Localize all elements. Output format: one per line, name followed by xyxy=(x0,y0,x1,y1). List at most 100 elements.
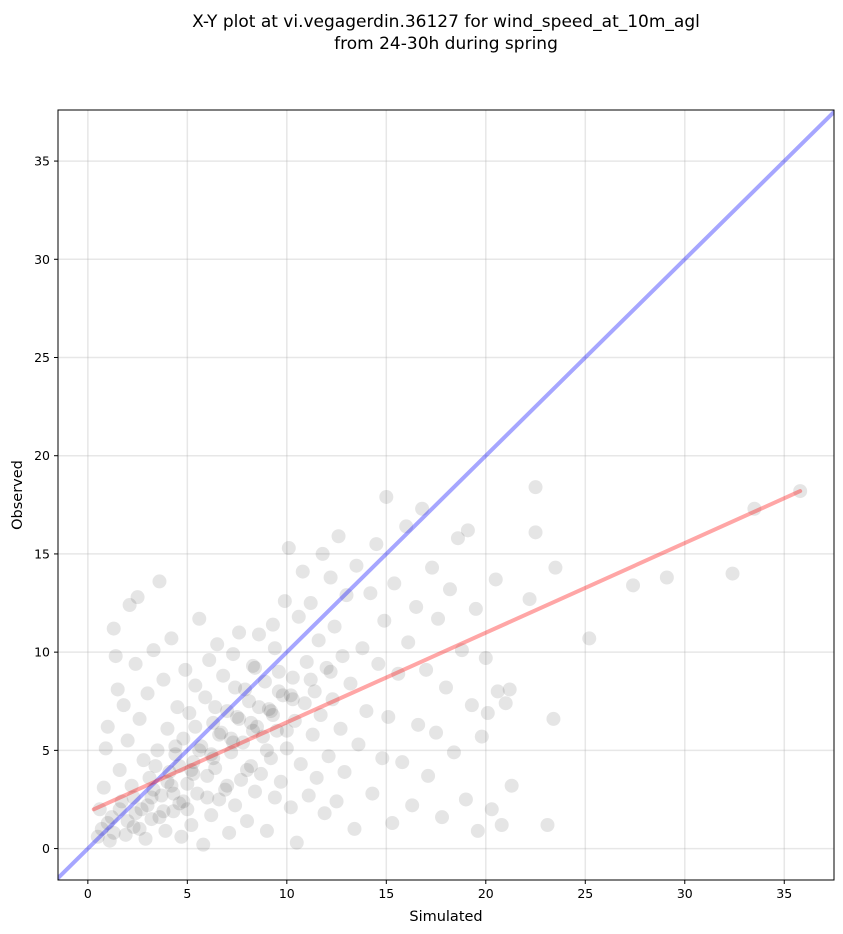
data-point xyxy=(106,825,121,840)
data-point xyxy=(232,711,247,726)
data-point xyxy=(182,706,197,721)
data-point xyxy=(110,682,125,697)
data-point xyxy=(220,778,235,793)
data-point xyxy=(122,598,137,612)
data-point xyxy=(218,782,233,797)
data-point xyxy=(116,698,131,713)
data-point xyxy=(307,684,322,699)
data-point xyxy=(265,617,280,632)
data-point xyxy=(405,798,420,813)
data-point xyxy=(255,729,270,744)
data-point xyxy=(363,586,378,601)
data-point xyxy=(484,802,499,817)
data-point xyxy=(134,802,149,817)
y-tick-label: 0 xyxy=(42,841,50,856)
data-point xyxy=(154,788,169,803)
data-point xyxy=(172,796,187,811)
fit-line xyxy=(91,489,803,812)
data-point xyxy=(164,631,179,646)
data-point xyxy=(265,708,280,722)
data-point xyxy=(200,790,215,805)
x-tick-label: 0 xyxy=(84,886,92,901)
data-point xyxy=(168,747,183,762)
data-point xyxy=(415,501,430,516)
chart-title-line-1: X-Y plot at vi.vegagerdin.36127 for wind… xyxy=(192,12,700,32)
data-point xyxy=(251,700,266,715)
data-point xyxy=(269,723,284,738)
data-point xyxy=(460,523,475,538)
data-point xyxy=(146,643,161,658)
data-point xyxy=(275,688,290,703)
data-point xyxy=(281,541,296,556)
data-point xyxy=(245,658,260,673)
data-point xyxy=(319,660,334,675)
data-point xyxy=(323,664,338,679)
data-point xyxy=(315,546,330,561)
data-point xyxy=(198,690,213,705)
data-point xyxy=(425,560,440,575)
data-point xyxy=(112,763,127,777)
data-point xyxy=(212,792,227,807)
data-point xyxy=(446,745,461,760)
data-point xyxy=(395,755,410,770)
data-point xyxy=(309,770,324,785)
data-point xyxy=(480,706,495,721)
data-point xyxy=(210,637,225,652)
data-point xyxy=(293,757,308,772)
data-point xyxy=(240,763,255,777)
data-point xyxy=(124,778,139,793)
data-point xyxy=(369,537,384,552)
data-point xyxy=(222,825,237,840)
data-point xyxy=(220,704,235,719)
data-point xyxy=(238,682,253,697)
data-point xyxy=(323,570,338,585)
chart-title-line-2: from 24-30h during spring xyxy=(334,34,558,54)
data-point xyxy=(582,631,597,646)
data-point xyxy=(313,708,328,722)
data-point xyxy=(387,576,402,591)
data-point xyxy=(140,686,155,701)
y-tick-label: 5 xyxy=(42,743,50,758)
data-point xyxy=(144,812,159,827)
data-point xyxy=(249,719,264,734)
x-tick-label: 10 xyxy=(279,886,295,901)
data-point xyxy=(234,772,249,787)
data-point xyxy=(297,696,312,711)
data-point xyxy=(100,816,115,831)
data-point xyxy=(458,792,473,807)
data-point xyxy=(285,670,300,685)
data-point xyxy=(245,723,260,738)
data-point xyxy=(202,653,217,667)
data-point xyxy=(305,727,320,742)
data-point xyxy=(435,810,450,825)
data-point xyxy=(166,786,181,801)
data-point xyxy=(391,666,406,681)
data-point xyxy=(206,751,221,766)
data-point xyxy=(112,802,127,817)
data-point xyxy=(176,731,191,746)
data-point xyxy=(379,489,394,504)
data-point xyxy=(251,627,266,642)
data-point xyxy=(279,741,294,756)
data-point xyxy=(224,731,239,746)
data-point xyxy=(347,821,362,836)
data-point xyxy=(259,823,274,838)
data-point xyxy=(375,751,390,766)
data-point xyxy=(279,723,294,738)
data-point xyxy=(439,680,453,695)
x-tick-label: 35 xyxy=(776,886,792,901)
data-point xyxy=(267,790,282,805)
data-point xyxy=(120,814,135,829)
data-point xyxy=(166,804,181,819)
data-point xyxy=(333,721,348,736)
y-tick-label: 10 xyxy=(34,645,50,660)
y-axis: 0 5 10 15 20 25 30 35 xyxy=(34,154,58,856)
data-point xyxy=(142,770,157,785)
data-point xyxy=(100,719,115,734)
data-point xyxy=(522,592,537,607)
data-point xyxy=(106,621,121,636)
data-point xyxy=(128,656,143,671)
data-point xyxy=(419,662,434,677)
data-point xyxy=(468,601,483,616)
data-point xyxy=(120,733,135,748)
